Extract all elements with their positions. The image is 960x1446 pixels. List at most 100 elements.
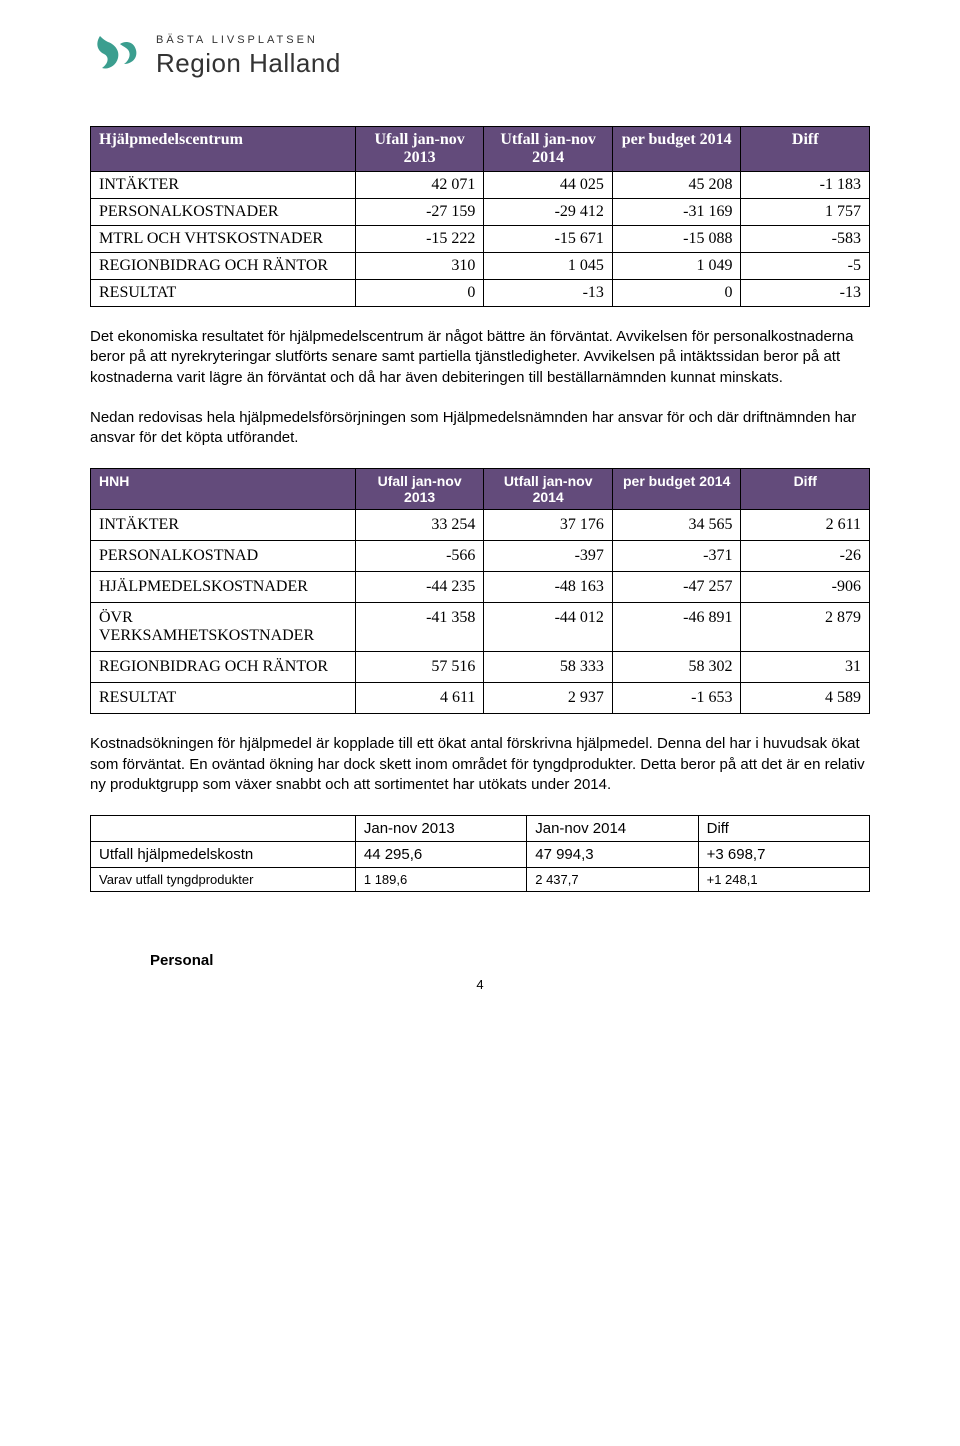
cell: -48 163 [484, 572, 613, 603]
cell: -397 [484, 541, 613, 572]
cell: -26 [741, 541, 870, 572]
cell: +1 248,1 [698, 868, 869, 892]
cell: ÖVR VERKSAMHETSKOSTNADER [91, 603, 356, 652]
paragraph: Kostnadsökningen för hjälpmedel är koppl… [90, 734, 870, 795]
th: Hjälpmedelscentrum [91, 127, 356, 172]
cell: -13 [741, 280, 870, 307]
table-row: MTRL OCH VHTSKOSTNADER-15 222-15 671-15 … [91, 226, 870, 253]
cell: 1 189,6 [355, 868, 526, 892]
cell: 44 025 [484, 172, 613, 199]
table-row: REGIONBIDRAG OCH RÄNTOR3101 0451 049-5 [91, 253, 870, 280]
cell: 310 [355, 253, 484, 280]
cell: 47 994,3 [527, 842, 698, 868]
cell: 33 254 [355, 510, 484, 541]
cell: MTRL OCH VHTSKOSTNADER [91, 226, 356, 253]
cell: 37 176 [484, 510, 613, 541]
paragraph: Nedan redovisas hela hjälpmedelsförsörjn… [90, 408, 870, 449]
cell: -566 [355, 541, 484, 572]
th: HNH [91, 469, 356, 510]
cell: -583 [741, 226, 870, 253]
table-row: INTÄKTER33 25437 17634 5652 611 [91, 510, 870, 541]
brand-name: Region Halland [156, 48, 341, 79]
th: Jan-nov 2013 [355, 816, 526, 842]
page-number: 4 [90, 977, 870, 992]
th: Diff [741, 127, 870, 172]
logo-icon [90, 30, 146, 86]
cell: -15 088 [612, 226, 741, 253]
cell: REGIONBIDRAG OCH RÄNTOR [91, 253, 356, 280]
table-row: RESULTAT4 6112 937-1 6534 589 [91, 683, 870, 714]
th: Diff [698, 816, 869, 842]
cell: -5 [741, 253, 870, 280]
section-heading: Personal [150, 952, 870, 969]
cell: Utfall hjälpmedelskostn [91, 842, 356, 868]
cell: 57 516 [355, 652, 484, 683]
cell: 1 045 [484, 253, 613, 280]
th: Utfall jan-nov 2014 [484, 469, 613, 510]
cell: 2 879 [741, 603, 870, 652]
table2-body: INTÄKTER33 25437 17634 5652 611PERSONALK… [91, 510, 870, 714]
cell: 42 071 [355, 172, 484, 199]
cell: -906 [741, 572, 870, 603]
cell: 1 049 [612, 253, 741, 280]
cell: -41 358 [355, 603, 484, 652]
logo: BÄSTA LIVSPLATSEN Region Halland [90, 30, 870, 86]
cell: 31 [741, 652, 870, 683]
cell: -46 891 [612, 603, 741, 652]
cell: INTÄKTER [91, 172, 356, 199]
cell: -47 257 [612, 572, 741, 603]
cell: 44 295,6 [355, 842, 526, 868]
cell: PERSONALKOSTNADER [91, 199, 356, 226]
table-row: Utfall hjälpmedelskostn 44 295,6 47 994,… [91, 842, 870, 868]
th: Ufall jan-nov 2013 [355, 469, 484, 510]
th: Diff [741, 469, 870, 510]
cell: 4 611 [355, 683, 484, 714]
th: Ufall jan-nov 2013 [355, 127, 484, 172]
cell: -44 012 [484, 603, 613, 652]
cell: -15 222 [355, 226, 484, 253]
cell: 0 [355, 280, 484, 307]
table-row: PERSONALKOSTNAD-566-397-371-26 [91, 541, 870, 572]
cell: Varav utfall tyngdprodukter [91, 868, 356, 892]
table1-body: INTÄKTER42 07144 02545 208-1 183PERSONAL… [91, 172, 870, 307]
cell: -1 653 [612, 683, 741, 714]
cell: 58 302 [612, 652, 741, 683]
cell: -27 159 [355, 199, 484, 226]
th: Utfall jan-nov 2014 [484, 127, 613, 172]
cell: 45 208 [612, 172, 741, 199]
th: Jan-nov 2014 [527, 816, 698, 842]
cell: 34 565 [612, 510, 741, 541]
cell: 0 [612, 280, 741, 307]
table-hnh: HNH Ufall jan-nov 2013 Utfall jan-nov 20… [90, 468, 870, 714]
cell: REGIONBIDRAG OCH RÄNTOR [91, 652, 356, 683]
table-row: ÖVR VERKSAMHETSKOSTNADER-41 358-44 012-4… [91, 603, 870, 652]
cell: PERSONALKOSTNAD [91, 541, 356, 572]
cell: -1 183 [741, 172, 870, 199]
th [91, 816, 356, 842]
cell: -44 235 [355, 572, 484, 603]
paragraph: Det ekonomiska resultatet för hjälpmedel… [90, 327, 870, 388]
tagline: BÄSTA LIVSPLATSEN [156, 34, 341, 46]
cell: 2 937 [484, 683, 613, 714]
cell: 2 437,7 [527, 868, 698, 892]
cell: 4 589 [741, 683, 870, 714]
table-row: Varav utfall tyngdprodukter 1 189,6 2 43… [91, 868, 870, 892]
cell: -31 169 [612, 199, 741, 226]
cell: RESULTAT [91, 683, 356, 714]
cell: 58 333 [484, 652, 613, 683]
cell: INTÄKTER [91, 510, 356, 541]
cell: -13 [484, 280, 613, 307]
table-row: RESULTAT0-130-13 [91, 280, 870, 307]
cell: RESULTAT [91, 280, 356, 307]
cell: -29 412 [484, 199, 613, 226]
table-row: HJÄLPMEDELSKOSTNADER-44 235-48 163-47 25… [91, 572, 870, 603]
cell: HJÄLPMEDELSKOSTNADER [91, 572, 356, 603]
cell: 1 757 [741, 199, 870, 226]
th: per budget 2014 [612, 127, 741, 172]
cell: -15 671 [484, 226, 613, 253]
cell: -371 [612, 541, 741, 572]
table-row: REGIONBIDRAG OCH RÄNTOR57 51658 33358 30… [91, 652, 870, 683]
table-row: INTÄKTER42 07144 02545 208-1 183 [91, 172, 870, 199]
cell: 2 611 [741, 510, 870, 541]
th: per budget 2014 [612, 469, 741, 510]
